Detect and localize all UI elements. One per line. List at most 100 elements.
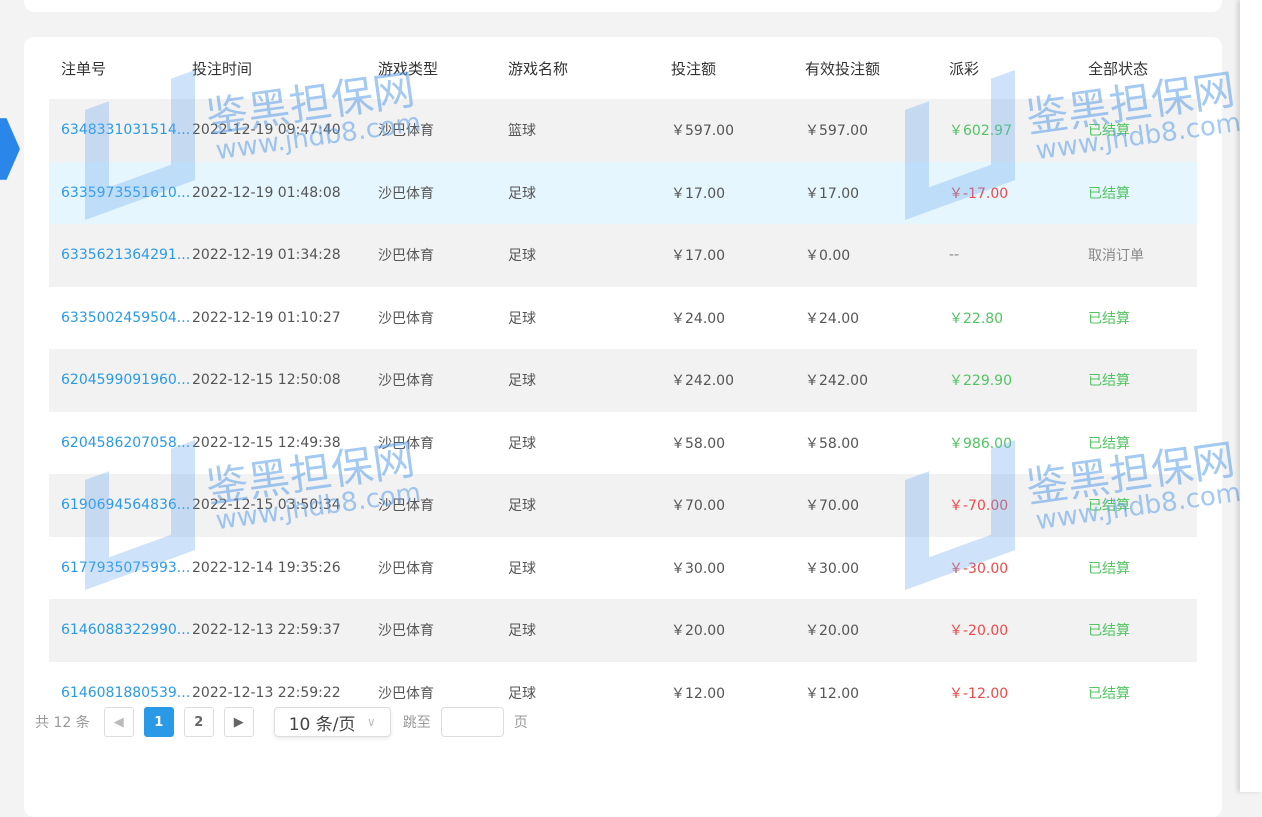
jump-page-input[interactable]: [440, 707, 504, 737]
cell-game-type: 沙巴体育: [378, 599, 508, 662]
column-header-game-name: 游戏名称: [508, 59, 569, 78]
column-header-valid-bet: 有效投注额: [805, 59, 881, 78]
side-expand-tab[interactable]: [0, 118, 20, 180]
cell-payout: --: [949, 224, 1088, 287]
cell-valid-bet: ￥0.00: [805, 224, 949, 287]
cell-bet-time: 2022-12-19 01:10:27: [192, 309, 341, 326]
column-header-bet-amount: 投注额: [671, 59, 717, 78]
cell-order-id[interactable]: 6190694564836...: [49, 474, 192, 537]
cell-status: 已结算: [1088, 599, 1197, 662]
column-header-order-id: 注单号: [61, 59, 107, 78]
cell-game-name: 篮球: [508, 99, 671, 162]
cell-valid-bet: ￥20.00: [805, 599, 949, 662]
page-size-value: 10 条/页: [288, 714, 356, 735]
cell-bet-amount: ￥242.00: [671, 349, 805, 412]
cell-payout: ￥-30.00: [949, 560, 1009, 577]
table-row: 6335973551610... 2022-12-19 01:48:08 沙巴体育足…: [49, 161, 1197, 224]
cell-game-name: 足球: [508, 560, 536, 577]
cell-bet-amount: ￥58.00: [671, 435, 726, 452]
cell-status: 已结算: [1088, 99, 1197, 162]
cell-bet-time: 2022-12-15 12:50:08: [192, 349, 378, 412]
cell-game-type: 沙巴体育: [378, 161, 508, 224]
cell-order-id[interactable]: 6204586207058...: [61, 434, 191, 451]
right-panel-edge: [1240, 0, 1262, 792]
cell-payout: ￥986.00: [949, 435, 1012, 452]
cell-bet-time: 2022-12-13 22:59:37: [192, 599, 378, 662]
cell-bet-amount: ￥20.00: [671, 599, 805, 662]
cell-order-id[interactable]: 6204599091960...: [49, 349, 192, 412]
cell-game-name: 足球: [508, 224, 671, 287]
cell-status: 已结算: [1088, 349, 1197, 412]
cell-bet-amount: ￥17.00: [671, 224, 805, 287]
cell-order-id[interactable]: 6177935075993...: [61, 559, 191, 576]
pagination: 共 12 条 ◀ 1 2 ▶ 10 条/页 ∨ 跳至 页: [35, 707, 528, 737]
cell-order-id[interactable]: 6146081880539...: [61, 684, 191, 701]
cell-status: 已结算: [1088, 685, 1130, 702]
page-2-button[interactable]: 2: [183, 707, 214, 737]
next-page-button[interactable]: ▶: [223, 707, 254, 737]
cell-game-name: 足球: [508, 599, 671, 662]
table-row: 6146081880539... 2022-12-13 22:59:22 沙巴体育 足…: [49, 662, 1197, 725]
cell-game-type: 沙巴体育: [378, 474, 508, 537]
cell-game-type: 沙巴体育: [378, 685, 434, 702]
cell-game-type: 沙巴体育: [378, 99, 508, 162]
cell-bet-amount: ￥17.00: [671, 161, 805, 224]
cell-game-name: 足球: [508, 310, 536, 327]
cell-order-id[interactable]: 6146088322990...: [49, 599, 192, 662]
top-card: [24, 0, 1222, 12]
cell-bet-amount: ￥30.00: [671, 560, 726, 577]
cell-bet-amount: ￥24.00: [671, 310, 726, 327]
table-row: 6335621364291... 2022-12-19 01:34:28 沙巴体育足…: [49, 224, 1197, 287]
cell-bet-time: 2022-12-19 09:47:40: [192, 99, 378, 162]
bet-records-table: 注单号 投注时间 游戏类型 游戏名称 投注额 有效投注额 派彩 全部状态 6348331031…: [49, 37, 1197, 724]
cell-bet-time: 2022-12-15 12:49:38: [192, 434, 341, 451]
cell-order-id[interactable]: 6335002459504...: [61, 309, 191, 326]
cell-game-name: 足球: [508, 685, 536, 702]
page-1-button[interactable]: 1: [143, 707, 174, 737]
cell-payout: ￥-20.00: [949, 599, 1088, 662]
cell-bet-time: 2022-12-15 03:50:34: [192, 474, 378, 537]
cell-payout: ￥-12.00: [949, 685, 1009, 702]
table-row: 6146088322990... 2022-12-13 22:59:37 沙巴体育足…: [49, 599, 1197, 662]
cell-status: 已结算: [1088, 310, 1130, 327]
table-row: 6348331031514... 2022-12-19 09:47:40 沙巴体育篮…: [49, 99, 1197, 162]
cell-status: 已结算: [1088, 435, 1130, 452]
column-header-game-type: 游戏类型: [378, 59, 439, 78]
cell-bet-time: 2022-12-19 01:34:28: [192, 224, 378, 287]
table-row: 6204586207058... 2022-12-15 12:49:38 沙巴体育 足…: [49, 412, 1197, 475]
cell-bet-amount: ￥12.00: [671, 685, 726, 702]
cell-bet-time: 2022-12-13 22:59:22: [192, 684, 341, 701]
table-row: 6190694564836... 2022-12-15 03:50:34 沙巴体育足…: [49, 474, 1197, 537]
cell-order-id[interactable]: 6348331031514...: [49, 99, 192, 162]
cell-valid-bet: ￥12.00: [805, 685, 860, 702]
chevron-down-icon: ∨: [366, 715, 376, 729]
cell-game-type: 沙巴体育: [378, 349, 508, 412]
cell-payout: ￥-70.00: [949, 474, 1088, 537]
cell-status: 已结算: [1088, 560, 1130, 577]
jump-label: 跳至: [402, 715, 431, 731]
cell-valid-bet: ￥24.00: [805, 310, 860, 327]
cell-game-name: 足球: [508, 474, 671, 537]
cell-order-id[interactable]: 6335621364291...: [49, 224, 192, 287]
table-row: 6335002459504... 2022-12-19 01:10:27 沙巴体育 足…: [49, 287, 1197, 350]
total-count: 共 12 条: [35, 715, 90, 731]
cell-game-type: 沙巴体育: [378, 435, 434, 452]
page-size-select[interactable]: 10 条/页 ∨: [273, 707, 391, 737]
cell-bet-amount: ￥597.00: [671, 99, 805, 162]
cell-status: 已结算: [1088, 474, 1197, 537]
cell-valid-bet: ￥17.00: [805, 161, 949, 224]
cell-bet-time: 2022-12-19 01:48:08: [192, 161, 378, 224]
bet-records-card: 注单号 投注时间 游戏类型 游戏名称 投注额 有效投注额 派彩 全部状态 6348331031…: [24, 37, 1222, 817]
cell-valid-bet: ￥30.00: [805, 560, 860, 577]
cell-valid-bet: ￥597.00: [805, 99, 949, 162]
cell-payout: ￥602.97: [949, 99, 1088, 162]
cell-game-name: 足球: [508, 435, 536, 452]
prev-page-button[interactable]: ◀: [103, 707, 134, 737]
column-header-status[interactable]: 全部状态: [1088, 59, 1149, 78]
cell-game-type: 沙巴体育: [378, 560, 434, 577]
cell-order-id[interactable]: 6335973551610...: [49, 161, 192, 224]
cell-valid-bet: ￥70.00: [805, 474, 949, 537]
cell-status: 取消订单: [1088, 224, 1197, 287]
cell-payout: ￥22.80: [949, 310, 1004, 327]
page-suffix: 页: [513, 715, 528, 731]
